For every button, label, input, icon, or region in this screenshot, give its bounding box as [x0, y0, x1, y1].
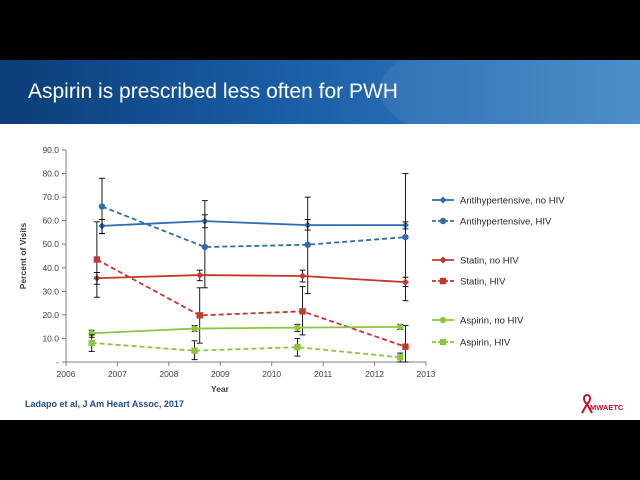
- y-tick-label: 30.0: [42, 286, 59, 296]
- legend-marker: [439, 277, 447, 285]
- data-point: [299, 308, 306, 315]
- legend-marker: [439, 256, 447, 264]
- x-tick-label: 2010: [262, 369, 281, 379]
- x-axis-label: Year: [211, 384, 230, 394]
- data-point: [294, 324, 301, 331]
- x-tick-label: 2013: [417, 369, 436, 379]
- series-line: [96, 274, 406, 284]
- data-point: [98, 203, 106, 210]
- y-tick-label: 70.0: [42, 192, 59, 202]
- slide: Aspirin is prescribed less often for PWH…: [0, 60, 640, 420]
- y-axis-label: Percent of Visits: [18, 223, 28, 290]
- slide-title: Aspirin is prescribed less often for PWH: [28, 80, 398, 103]
- legend-entry: Statin, no HIV: [432, 256, 519, 267]
- data-point: [402, 233, 409, 241]
- series-line: [101, 220, 406, 227]
- series-line: [91, 326, 401, 335]
- y-tick-label: 10.0: [42, 333, 59, 343]
- data-point: [196, 271, 204, 279]
- series-3: [93, 221, 409, 363]
- y-tick-label: 90.0: [42, 145, 59, 155]
- legend-label: Statin, no HIV: [460, 256, 519, 267]
- data-point: [304, 241, 311, 248]
- legend-entry: Statin, HIV: [432, 277, 506, 288]
- x-tick-label: 2007: [108, 369, 127, 379]
- data-point: [191, 347, 198, 354]
- mwaetc-logo: MWAETC: [580, 393, 638, 415]
- data-point: [402, 343, 409, 350]
- legend-marker: [439, 338, 447, 346]
- x-tick-label: 2008: [159, 369, 178, 379]
- data-point: [93, 256, 101, 263]
- data-point: [397, 323, 404, 331]
- legend-marker: [439, 316, 447, 324]
- x-tick-label: 2011: [314, 369, 333, 379]
- x-tick-label: 2009: [211, 369, 230, 379]
- y-tick-label: 20.0: [42, 310, 59, 320]
- legend-entry: Aspirin, no HIV: [432, 316, 524, 327]
- data-point: [294, 343, 301, 351]
- data-point: [191, 325, 198, 332]
- legend-entry: Antihypertensive, no HIV: [432, 196, 565, 207]
- data-point: [201, 243, 209, 251]
- data-point: [88, 339, 95, 347]
- legend-label: Statin, HIV: [460, 277, 506, 288]
- y-tick-label: 40.0: [42, 263, 59, 273]
- series-line: [101, 205, 406, 248]
- legend-label: Aspirin, no HIV: [460, 316, 524, 327]
- legend-entry: Aspirin, HIV: [432, 338, 511, 349]
- series-1: [98, 173, 409, 302]
- legend-entry: Antihypertensive, HIV: [432, 217, 552, 228]
- series-line: [91, 342, 401, 359]
- data-point: [196, 312, 203, 319]
- red-ribbon-icon: [581, 393, 593, 414]
- legend-label: Antihypertensive, no HIV: [460, 196, 565, 207]
- legend-marker: [439, 217, 447, 225]
- y-tick-label: 50.0: [42, 239, 59, 249]
- data-point: [299, 272, 307, 280]
- series-4: [88, 323, 404, 338]
- logo-text: MWAETC: [590, 403, 624, 412]
- data-point: [401, 278, 409, 286]
- series-2: [93, 269, 409, 288]
- legend-marker: [439, 196, 447, 204]
- series-5: [88, 334, 404, 363]
- x-tick-label: 2012: [365, 369, 384, 379]
- title-banner: Aspirin is prescribed less often for PWH: [0, 60, 640, 150]
- y-tick-label: 60.0: [42, 216, 59, 226]
- series-line: [96, 258, 406, 348]
- legend-label: Aspirin, HIV: [460, 338, 511, 349]
- citation: Ladapo et al, J Am Heart Assoc, 2017: [25, 399, 184, 409]
- data-point: [397, 354, 404, 361]
- legend-label: Antihypertensive, HIV: [460, 217, 552, 228]
- x-tick-label: 2006: [57, 369, 76, 379]
- line-chart: - 10.0 20.0 30.0 40.0 50.0 60.0 70.0 80.0 90.0 200…: [18, 145, 565, 394]
- y-tick-label: 80.0: [42, 169, 59, 179]
- series-0: [98, 214, 409, 235]
- y-tick-label: -: [56, 357, 59, 367]
